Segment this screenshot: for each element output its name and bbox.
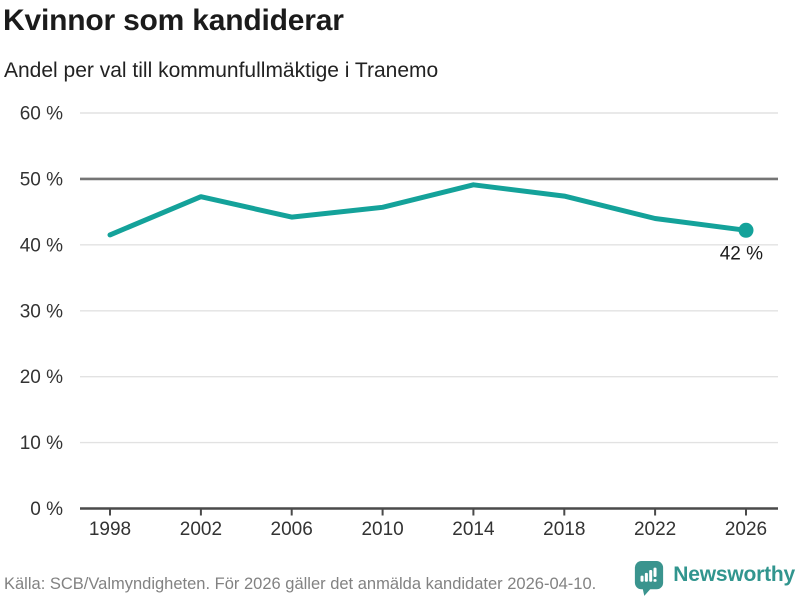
newsworthy-wordmark: Newsworthy: [673, 563, 795, 586]
x-tick-label: 2014: [452, 519, 495, 540]
newsworthy-icon: [635, 561, 664, 596]
footer: Källa: SCB/Valmyndigheten. För 2026 gäll…: [4, 557, 795, 597]
page-subtitle: Andel per val till kommunfullmäktige i T…: [4, 59, 439, 82]
x-tick-label: 2010: [361, 519, 403, 540]
end-point-marker: [738, 222, 754, 238]
line-chart-canvas: 0 % 10 % 20 % 30 % 40 % 50 % 60 % 1998 2002 2006 2…: [20, 104, 778, 540]
page-title: Kvinnor som kandiderar: [3, 4, 344, 37]
x-tick-label: 2026: [725, 519, 767, 540]
y-tick-label: 20 %: [20, 367, 63, 388]
y-tick-label: 10 %: [20, 433, 63, 454]
y-tick-label: 0 %: [30, 499, 63, 520]
line-chart: 0 % 10 % 20 % 30 % 40 % 50 % 60 % 1998 2002 2006 2…: [20, 104, 778, 540]
source-note: Källa: SCB/Valmyndigheten. För 2026 gäll…: [4, 575, 597, 593]
y-tick-label: 30 %: [20, 301, 63, 322]
x-tick-label: 2006: [271, 519, 313, 540]
data-line-Andel kvinnor som kandiderar: [107, 182, 749, 238]
end-point-label: 42 %: [720, 243, 763, 264]
x-tick-label: 2018: [543, 519, 585, 540]
y-tick-label: 60 %: [20, 104, 63, 125]
x-tick-label: 2002: [180, 519, 222, 540]
x-tick-label: 2022: [634, 519, 676, 540]
y-tick-label: 40 %: [20, 235, 63, 256]
y-tick-label: 50 %: [20, 169, 63, 190]
x-tick-label: 1998: [89, 519, 131, 540]
newsworthy-logo: Newsworthy: [633, 559, 795, 597]
